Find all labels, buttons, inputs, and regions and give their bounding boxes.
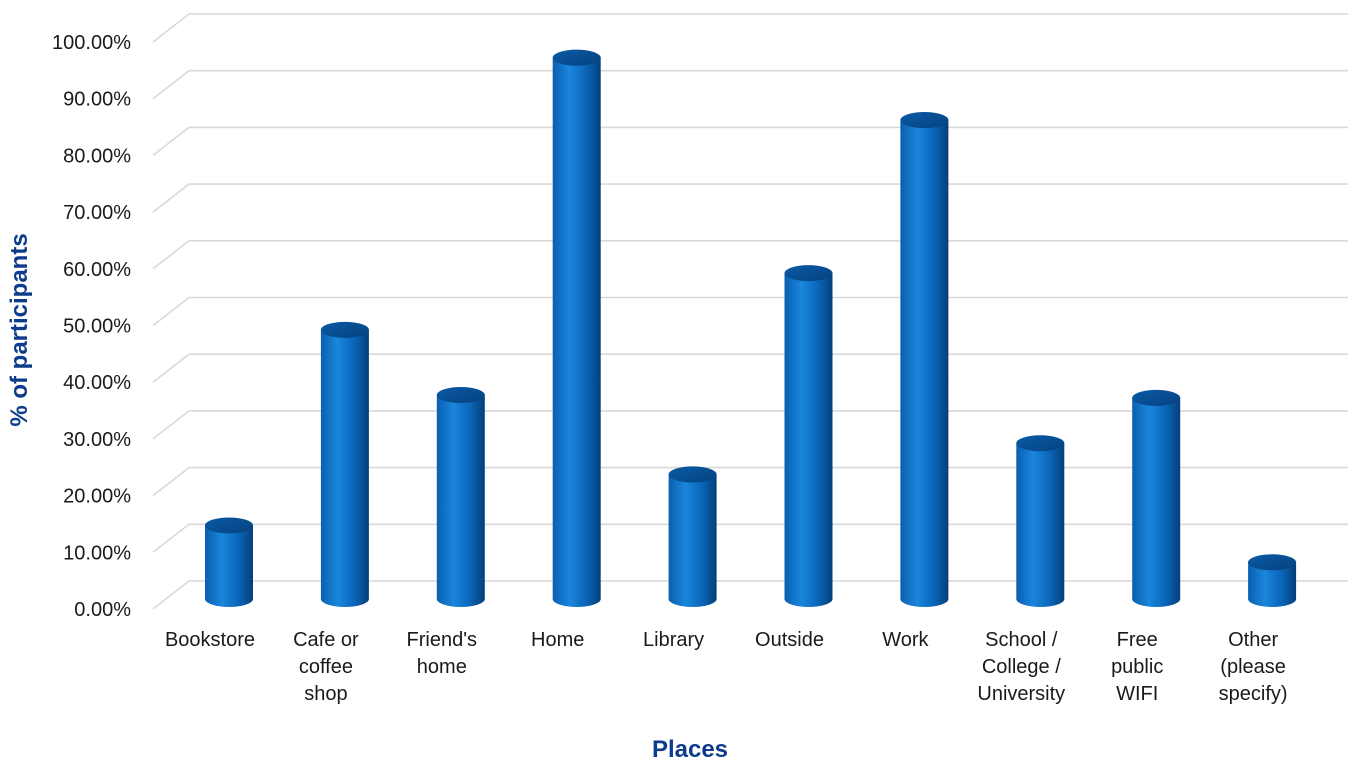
bar-cap bbox=[900, 112, 949, 129]
gridline bbox=[152, 13, 1348, 43]
bar-body bbox=[668, 474, 717, 607]
bars bbox=[205, 49, 1297, 608]
y-tick-label: 20.00% bbox=[63, 486, 131, 508]
gridline bbox=[152, 183, 1348, 213]
bar bbox=[205, 517, 253, 607]
x-axis-category-labels: Bookstore Cafe or coffee shop Friend's home Ho… bbox=[165, 629, 1288, 705]
gridline bbox=[152, 240, 1348, 270]
y-tick-label: 40.00% bbox=[63, 372, 131, 394]
bar-cap bbox=[668, 466, 717, 483]
y-tick-label: 50.00% bbox=[63, 316, 131, 338]
bar-body bbox=[1016, 443, 1065, 607]
gridline bbox=[152, 466, 1348, 497]
y-tick-label: 100.00% bbox=[52, 32, 131, 54]
x-tick-label: Other (please specify) bbox=[1219, 629, 1288, 705]
bar-cap bbox=[1132, 389, 1181, 406]
bar-cap bbox=[552, 49, 601, 66]
y-axis-title: % of participants bbox=[6, 233, 33, 426]
y-tick-label: 80.00% bbox=[63, 145, 131, 167]
x-tick-label: Work bbox=[882, 629, 929, 651]
bar bbox=[552, 49, 601, 608]
bar bbox=[900, 112, 949, 608]
bar-cap bbox=[205, 517, 253, 534]
bar-body bbox=[436, 395, 485, 607]
y-tick-label: 0.00% bbox=[74, 599, 131, 621]
x-axis-title: Places bbox=[652, 736, 728, 760]
bar-body bbox=[784, 273, 833, 607]
bar-cap bbox=[320, 321, 369, 338]
x-tick-label: Friend's home bbox=[407, 629, 478, 678]
gridline bbox=[152, 410, 1348, 440]
gridline bbox=[152, 523, 1348, 553]
x-tick-label: Bookstore bbox=[165, 629, 255, 651]
bar bbox=[668, 466, 717, 607]
gridline bbox=[152, 69, 1348, 100]
bar bbox=[1248, 554, 1297, 607]
bar-body bbox=[1248, 562, 1297, 607]
y-tick-label: 10.00% bbox=[63, 542, 131, 564]
bar-body bbox=[205, 525, 253, 607]
bar-cap bbox=[1016, 435, 1065, 452]
bar-cap bbox=[436, 387, 485, 404]
bar bbox=[784, 265, 833, 607]
gridlines bbox=[152, 13, 1348, 610]
bar-body bbox=[1132, 397, 1181, 607]
gridline bbox=[152, 353, 1348, 383]
bar-cap bbox=[1248, 554, 1297, 571]
bar bbox=[320, 321, 369, 607]
y-tick-label: 90.00% bbox=[63, 89, 131, 111]
bar-cap bbox=[784, 265, 833, 282]
bar bbox=[1016, 435, 1065, 607]
bar-body bbox=[900, 120, 949, 608]
y-tick-label: 30.00% bbox=[63, 429, 131, 451]
bar-body bbox=[552, 57, 601, 608]
bar bbox=[1132, 389, 1181, 607]
gridline bbox=[152, 580, 1348, 610]
gridline bbox=[152, 296, 1348, 327]
x-tick-label: Free public WIFI bbox=[1111, 629, 1163, 705]
x-tick-label: Home bbox=[531, 629, 584, 651]
bar-body bbox=[320, 329, 369, 607]
x-tick-label: Cafe or coffee shop bbox=[293, 629, 359, 705]
bar bbox=[436, 387, 485, 607]
x-tick-label: Outside bbox=[755, 629, 824, 651]
x-tick-label: Library bbox=[643, 629, 704, 651]
y-tick-label: 70.00% bbox=[63, 202, 131, 224]
y-axis-ticks: 0.00% 10.00% 20.00% 30.00% 40.00% 50.00% 60.00… bbox=[52, 32, 131, 621]
gridline bbox=[152, 126, 1348, 157]
y-tick-label: 60.00% bbox=[63, 259, 131, 281]
x-tick-label: School / College / University bbox=[977, 629, 1065, 705]
